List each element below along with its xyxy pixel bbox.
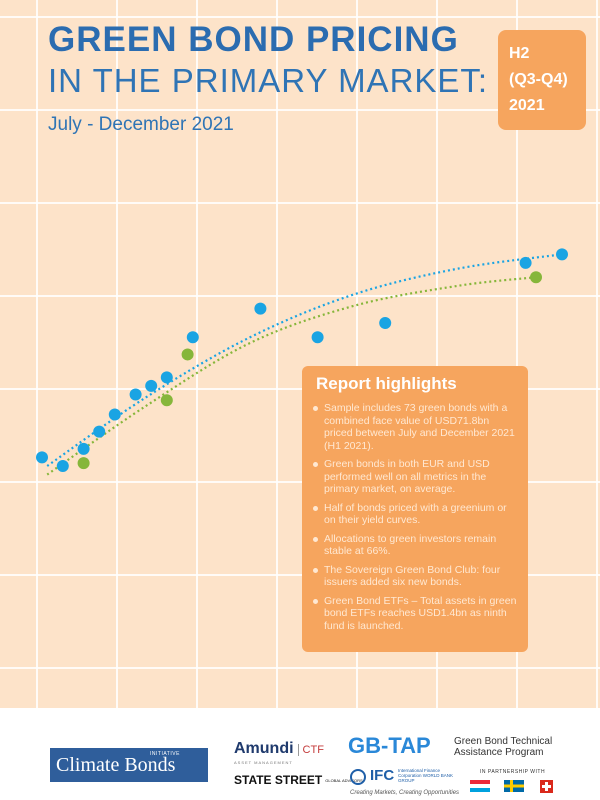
blue-trend-line	[46, 253, 563, 467]
period-badge: H2 (Q3-Q4) 2021	[498, 30, 586, 130]
highlight-text: Green Bond ETFs – Total assets in green …	[324, 594, 517, 632]
highlight-item: Green Bond ETFs – Total assets in green …	[310, 595, 520, 633]
highlight-text: Half of bonds priced with a greenium or …	[324, 501, 507, 527]
highlight-item: The Sovereign Green Bond Club: four issu…	[310, 564, 520, 589]
blue-data-point	[379, 316, 392, 329]
blue-data-point	[93, 425, 106, 438]
highlight-item: Allocations to green investors remain st…	[310, 533, 520, 558]
switzerland-flag-icon	[540, 780, 553, 793]
climate-bonds-name: Climate Bonds	[56, 754, 176, 776]
green-data-point	[530, 271, 542, 284]
state-street-subtitle: GLOBAL ADVISORS	[325, 778, 363, 784]
globe-icon	[350, 769, 366, 785]
blue-data-point	[129, 388, 142, 401]
climate-bonds-logo[interactable]: INITIATIVE Climate Bonds	[50, 748, 208, 782]
badge-quarters: (Q3-Q4)	[509, 71, 568, 88]
page-subtitle: IN THE PRIMARY MARKET:	[48, 62, 489, 99]
ifc-fullname: International Finance Corporation WORLD …	[398, 768, 454, 783]
blue-data-point	[519, 256, 532, 269]
footer-logos: INITIATIVE Climate Bonds Amundi CTF ASSET…	[0, 708, 600, 800]
amundi-ctf: CTF	[297, 744, 324, 756]
gbtap-description: Green Bond Technical Assistance Program	[454, 736, 553, 758]
highlight-text: Allocations to green investors remain st…	[324, 532, 497, 558]
blue-data-point	[186, 331, 199, 344]
bullet-icon	[313, 406, 318, 411]
blue-data-point	[311, 331, 324, 344]
blue-data-point	[77, 442, 90, 455]
sweden-flag-icon	[504, 780, 524, 792]
page-title: GREEN BOND PRICING	[48, 20, 459, 59]
highlights-heading: Report highlights	[316, 374, 457, 393]
amundi-logo[interactable]: Amundi CTF	[234, 740, 324, 758]
bullet-icon	[313, 536, 318, 542]
blue-data-point	[556, 248, 568, 261]
green-data-point	[181, 348, 194, 361]
highlight-item: Half of bonds priced with a greenium or …	[310, 502, 520, 527]
blue-data-point	[160, 371, 173, 384]
blue-data-point	[254, 302, 267, 315]
state-street-logo[interactable]: STATE STREET GLOBAL ADVISORS	[234, 773, 363, 787]
blue-data-point	[36, 451, 48, 464]
highlight-text: Green bonds in both EUR and USD performe…	[324, 458, 490, 495]
report-highlights-box: Report highlights Sample includes 73 gre…	[302, 366, 528, 652]
blue-data-point	[108, 408, 121, 421]
blue-data-point	[56, 459, 69, 472]
amundi-name: Amundi	[234, 740, 294, 757]
gbtap-logo[interactable]: GB-TAP	[348, 733, 431, 758]
bullet-icon	[313, 462, 318, 467]
bullet-icon	[313, 567, 318, 573]
highlight-item: Green bonds in both EUR and USD performe…	[310, 458, 520, 496]
scatter-plot	[36, 248, 568, 476]
green-data-point	[77, 457, 90, 470]
luxembourg-flag-icon	[470, 780, 490, 792]
bullet-icon	[313, 505, 318, 511]
highlight-text: The Sovereign Green Bond Club: four issu…	[324, 563, 501, 589]
highlight-text: Sample includes 73 green bonds with a co…	[324, 402, 515, 452]
ifc-tagline: Creating Markets, Creating Opportunities	[350, 790, 460, 796]
highlight-item: Sample includes 73 green bonds with a co…	[310, 402, 520, 452]
ifc-logo[interactable]: IFC	[370, 767, 395, 784]
partnership-label: IN PARTNERSHIP WITH	[480, 769, 546, 775]
badge-half: H2	[509, 45, 530, 62]
highlights-list: Sample includes 73 green bonds with a co…	[310, 402, 520, 632]
cover-background: GREEN BOND PRICING IN THE PRIMARY MARKET…	[0, 0, 600, 708]
amundi-subtitle: ASSET MANAGEMENT	[234, 760, 293, 765]
state-street-name: STATE STREET	[234, 773, 323, 787]
green-data-point	[160, 394, 173, 407]
blue-data-point	[145, 379, 158, 392]
badge-year: 2021	[509, 97, 545, 114]
climate-bonds-initiative-label: INITIATIVE	[150, 751, 180, 757]
date-range: July - December 2021	[48, 114, 234, 135]
bullet-icon	[313, 598, 318, 604]
